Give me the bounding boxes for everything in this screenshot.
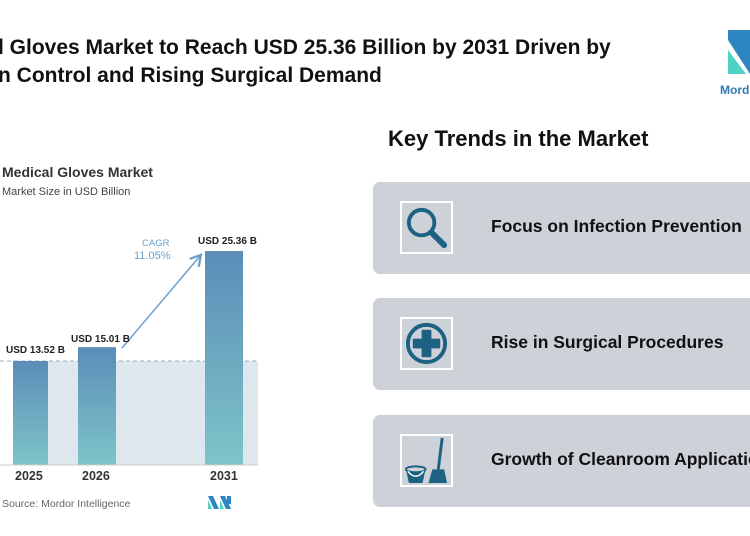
trend-card-infection-prevention: Focus on Infection Prevention — [373, 182, 750, 274]
trend-label: Focus on Infection Prevention — [491, 216, 742, 236]
mordor-small-logo — [208, 496, 231, 509]
chart-title: Medical Gloves Market — [2, 164, 153, 180]
page-title-line-1: l Gloves Market to Reach USD 25.36 Billi… — [0, 36, 611, 59]
cagr-label: CAGR — [142, 238, 170, 249]
page-title-line-2: n Control and Rising Surgical Demand — [0, 64, 382, 87]
cagr-arrow — [121, 253, 203, 349]
data-label-2031: USD 25.36 B — [198, 236, 257, 247]
trend-label: Rise in Surgical Procedures — [491, 332, 724, 352]
mordor-logo: Mord — [720, 30, 750, 97]
x-tick-2026: 2026 — [82, 469, 110, 483]
medical-cross-icon — [400, 317, 453, 370]
x-tick-2025: 2025 — [15, 469, 43, 483]
trends-heading: Key Trends in the Market — [388, 126, 649, 151]
bar-2026 — [78, 347, 116, 465]
bar-chart — [0, 251, 258, 466]
magnifier-icon — [400, 201, 453, 254]
chart-subtitle: Market Size in USD Billion — [2, 186, 131, 198]
data-label-2025: USD 13.52 B — [6, 345, 65, 356]
trend-card-surgical-procedures: Rise in Surgical Procedures — [373, 298, 750, 390]
trend-label: Growth of Cleanroom Applications — [491, 449, 750, 469]
x-tick-2031: 2031 — [210, 469, 238, 483]
chart-source: Source: Mordor Intelligence — [2, 498, 131, 510]
bar-2031 — [205, 251, 243, 465]
data-label-2026: USD 15.01 B — [71, 334, 130, 345]
cagr-value: 11.05% — [134, 250, 171, 262]
bucket-mop-icon — [400, 434, 453, 487]
bar-2025 — [13, 360, 48, 465]
logo-text: Mord — [720, 83, 750, 97]
trend-card-cleanroom: Growth of Cleanroom Applications — [373, 415, 750, 507]
